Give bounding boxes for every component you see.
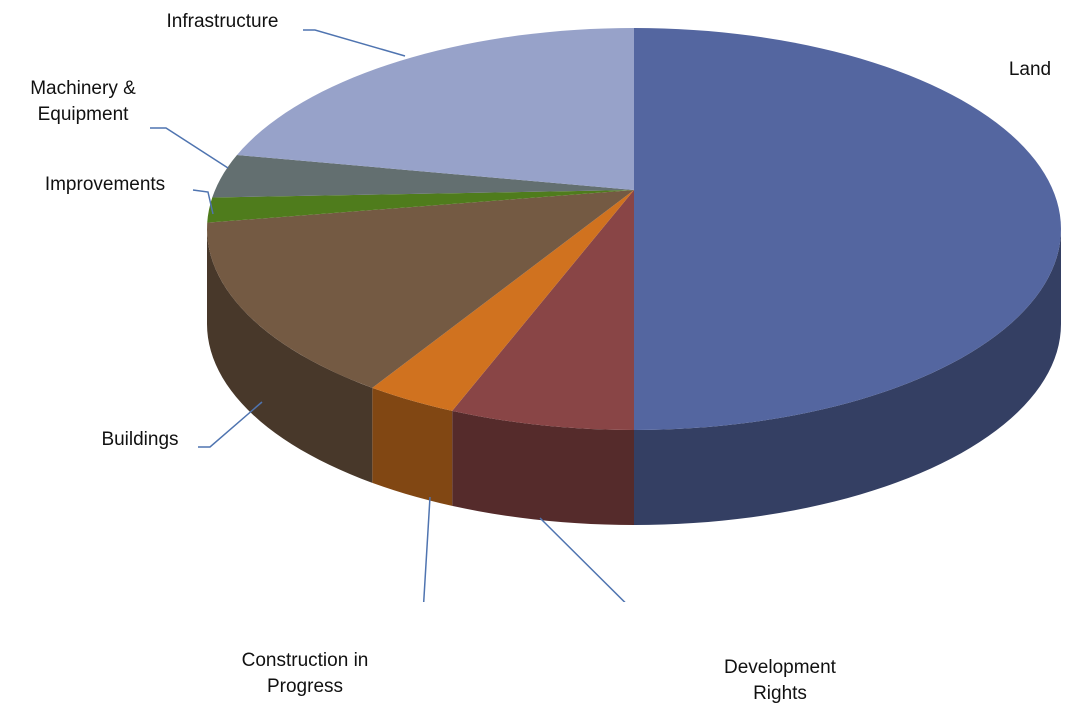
pie-sides: [207, 229, 1061, 525]
slice: [212, 155, 634, 198]
slice-side: [452, 410, 634, 525]
leader-lines: [150, 29, 626, 602]
slice-label: Improvements: [44, 174, 166, 195]
slice: [452, 190, 634, 430]
slice-label: Construction in Progress: [241, 650, 369, 697]
page: {"chart_data": {"type": "pie", "categori…: [30, 11, 1061, 704]
slice-label: Land: [1008, 59, 1052, 80]
slice-label: Infrastructure: [166, 11, 279, 32]
slice-label: Development Rights: [724, 657, 836, 704]
slice-label: Machinery & Equipment: [30, 78, 136, 125]
slice: [207, 190, 634, 388]
slice-side: [372, 387, 453, 506]
leader-line: [539, 517, 626, 602]
slice-side: [207, 229, 373, 483]
leader-line: [198, 401, 263, 448]
leader-line: [150, 127, 229, 169]
slice: [236, 28, 634, 190]
pie-tops: [207, 28, 1061, 430]
slice-side: [634, 229, 1061, 525]
leader-line: [422, 496, 431, 602]
slice: [634, 28, 1061, 430]
slice: [372, 190, 634, 411]
leader-line: [192, 189, 214, 215]
leader-line: [303, 29, 406, 57]
chart: [150, 28, 1061, 602]
slice: [207, 190, 634, 223]
slice-label: Buildings: [101, 429, 179, 450]
